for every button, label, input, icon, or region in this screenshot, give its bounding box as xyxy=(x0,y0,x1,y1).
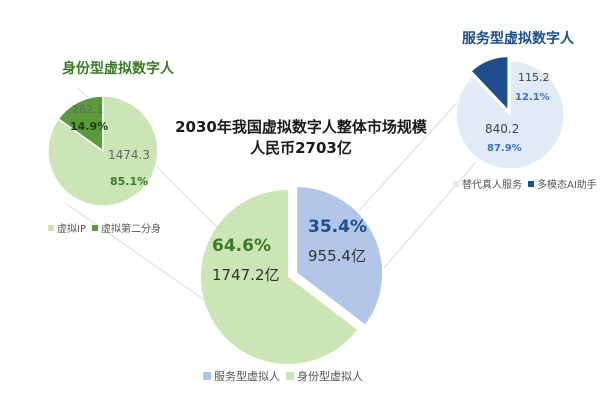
main-percent-label-identity: 64.6% xyxy=(212,236,271,256)
legend-swatch-virtual-ip xyxy=(48,224,54,231)
identity-value-label-virtual-ip: 1474.3 xyxy=(108,148,150,162)
identity-percent-label-virtual-ip: 85.1% xyxy=(110,175,148,188)
main-chart-title: 2030年我国虚拟数字人整体市场规模 人民币2703亿 xyxy=(170,117,432,159)
main-pie-slice-identity xyxy=(200,189,358,364)
legend-label-human-replacement: 替代真人服务 xyxy=(462,180,522,191)
legend-swatch-identity xyxy=(286,372,294,380)
service-percent-label-ai-assistant: 12.1% xyxy=(515,92,550,103)
service-percent-label-human-replacement: 87.9% xyxy=(487,143,522,154)
legend-swatch-human-replacement xyxy=(453,180,459,187)
main-title-line1: 2030年我国虚拟数字人整体市场规模 xyxy=(175,118,427,136)
legend-label-identity: 身份型虚拟人 xyxy=(297,370,363,383)
legend-swatch-service xyxy=(203,372,211,380)
legend-label-virtual-ip: 虚拟IP xyxy=(57,224,86,235)
service-chart-title: 服务型虚拟数字人 xyxy=(462,31,574,47)
main-value-label-identity: 1747.2亿 xyxy=(212,266,280,284)
legend-label-ai-assistant: 多模态AI助手 xyxy=(537,180,597,191)
service-pie-slice-ai-assistant xyxy=(469,55,509,113)
identity-pie-slice-second-avatar xyxy=(57,95,104,153)
main-percent-label-service: 35.4% xyxy=(308,217,367,237)
service-value-label-ai-assistant: 115.2 xyxy=(518,71,550,84)
main-legend: 服务型虚拟人 身份型虚拟人 xyxy=(203,368,363,384)
service-legend: 替代真人服务 多模态AI助手 xyxy=(453,176,597,191)
main-title-line2: 人民币2703亿 xyxy=(250,139,352,157)
identity-chart-title: 身份型虚拟数字人 xyxy=(62,61,174,77)
main-pie-slice-service xyxy=(295,184,385,328)
main-value-label-service: 955.4亿 xyxy=(308,247,366,265)
service-value-label-human-replacement: 840.2 xyxy=(485,122,519,136)
legend-label-service: 服务型虚拟人 xyxy=(214,370,280,383)
legend-swatch-ai-assistant xyxy=(528,180,534,187)
legend-swatch-second-avatar xyxy=(91,224,98,231)
identity-legend: 虚拟IP 虚拟第二分身 xyxy=(48,220,161,235)
identity-pie-slice-virtual-ip xyxy=(47,95,159,207)
service-pie-slice-human-replacement xyxy=(455,60,565,170)
identity-value-label-second-avatar: 262.1 xyxy=(72,103,104,116)
identity-percent-label-second-avatar: 14.9% xyxy=(70,120,108,133)
legend-label-second-avatar: 虚拟第二分身 xyxy=(100,224,161,235)
